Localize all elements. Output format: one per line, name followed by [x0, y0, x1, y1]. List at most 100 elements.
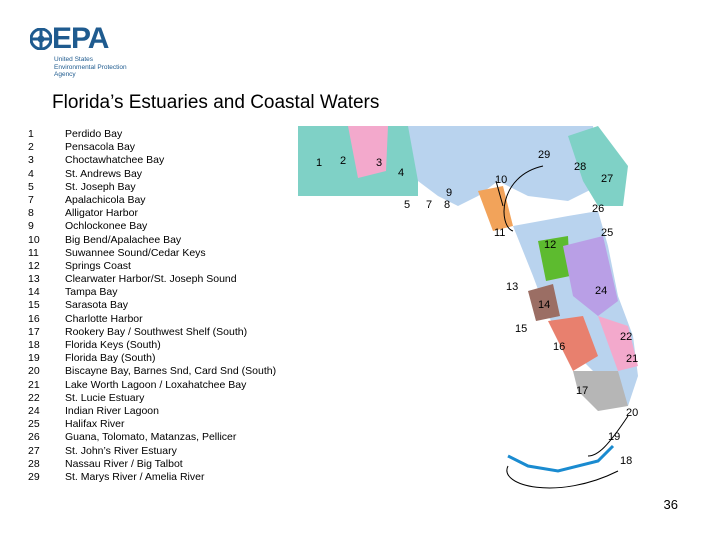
- estuary-name: Ochlockonee Bay: [65, 220, 148, 233]
- estuary-number: 22: [28, 391, 40, 404]
- estuary-name: St. Marys River / Amelia River: [65, 470, 205, 483]
- map-label-8: 8: [444, 199, 450, 211]
- estuary-row: 17 Rookery Bay / Southwest Shelf (South): [28, 326, 276, 339]
- estuary-number: 7: [28, 193, 34, 206]
- map-label-25: 25: [601, 227, 613, 239]
- estuary-name: St. Joseph Bay: [65, 180, 136, 193]
- estuary-number: 12: [28, 259, 40, 272]
- estuary-row: 18 Florida Keys (South): [28, 339, 276, 352]
- estuary-name: Rookery Bay / Southwest Shelf (South): [65, 325, 248, 338]
- map-label-4: 4: [398, 167, 404, 179]
- estuary-name: Guana, Tolomato, Matanzas, Pellicer: [65, 431, 237, 444]
- estuary-number: 8: [28, 207, 34, 220]
- page-number: 36: [663, 497, 678, 512]
- estuary-row: 22 St. Lucie Estuary: [28, 392, 276, 405]
- estuary-name: Clearwater Harbor/St. Joseph Sound: [65, 273, 237, 286]
- estuary-name: Sarasota Bay: [65, 299, 129, 312]
- estuary-row: 14 Tampa Bay: [28, 286, 276, 299]
- logo-agency-name: United States Environmental Protection A…: [54, 56, 127, 78]
- estuary-name: Perdido Bay: [65, 128, 123, 140]
- estuary-name: Florida Keys (South): [65, 339, 161, 351]
- estuary-name: St. Andrews Bay: [65, 167, 143, 180]
- estuary-number: 9: [28, 220, 34, 233]
- estuary-number: 27: [28, 444, 40, 457]
- estuary-name: Alligator Harbor: [65, 207, 138, 220]
- epa-flower-icon: [30, 28, 52, 50]
- estuary-row: 8 Alligator Harbor: [28, 207, 276, 220]
- page-title: Florida’s Estuaries and Coastal Waters: [52, 92, 380, 113]
- estuary-row: 2 Pensacola Bay: [28, 141, 276, 154]
- florida-estuary-map: 1 2 345 7 8910111213141516171819202122242526…: [298, 126, 638, 489]
- estuary-name: Lake Worth Lagoon / Loxahatchee Bay: [65, 378, 247, 391]
- estuary-name: Halifax River: [65, 418, 125, 431]
- region-indian-river-purple: [563, 236, 618, 316]
- region-lake-worth-pink: [598, 316, 638, 371]
- estuary-number: 20: [28, 365, 40, 378]
- estuary-row: 24 Indian River Lagoon: [28, 405, 276, 418]
- estuary-row: 12 Springs Coast: [28, 260, 276, 273]
- estuary-number: 15: [28, 299, 40, 312]
- map-label-16: 16: [553, 341, 565, 353]
- estuary-number: 3: [28, 154, 34, 167]
- estuary-number: 28: [28, 457, 40, 470]
- estuary-number: 18: [28, 339, 40, 351]
- estuary-row: 29 St. Marys River / Amelia River: [28, 471, 276, 484]
- estuary-name: Nassau River / Big Talbot: [65, 457, 183, 470]
- estuary-row: 9 Ochlockonee Bay: [28, 220, 276, 233]
- map-label-26: 26: [592, 203, 604, 215]
- estuary-row: 21 Lake Worth Lagoon / Loxahatchee Bay: [28, 379, 276, 392]
- epa-logo: EPA United States Environmental Protecti…: [30, 22, 170, 82]
- estuary-row: 4 St. Andrews Bay: [28, 168, 276, 181]
- estuary-name: Pensacola Bay: [65, 141, 136, 154]
- florida-keys: [507, 444, 615, 473]
- estuary-row: 26 Guana, Tolomato, Matanzas, Pellicer: [28, 431, 276, 444]
- estuary-row: 28 Nassau River / Big Talbot: [28, 458, 276, 471]
- map-label-14: 14: [538, 299, 550, 311]
- estuary-number: 19: [28, 352, 40, 365]
- estuary-row: 20 Biscayne Bay, Barnes Snd, Card Snd (So…: [28, 365, 276, 378]
- estuary-number: 16: [28, 312, 40, 325]
- estuary-legend: 1 Perdido Bay 2 Pensacola Bay 3 Choctawhatche…: [28, 128, 276, 484]
- map-label-3: 3: [376, 157, 382, 169]
- estuary-name: Springs Coast: [65, 259, 131, 272]
- estuary-row: 25 Halifax River: [28, 418, 276, 431]
- estuary-row: 5 St. Joseph Bay: [28, 181, 276, 194]
- estuary-number: 10: [28, 233, 40, 246]
- estuary-name: Big Bend/Apalachee Bay: [65, 233, 182, 246]
- estuary-name: Indian River Lagoon: [65, 404, 159, 417]
- leader-line-29: [503, 165, 544, 232]
- map-label-17: 17: [576, 385, 588, 397]
- region-east-teal: [568, 126, 628, 206]
- map-label-24: 24: [595, 285, 607, 297]
- leader-line-20: [587, 415, 629, 457]
- map-labels: 1 2 345 7 8910111213141516171819202122242526…: [316, 149, 638, 467]
- map-label-15: 15: [515, 323, 527, 335]
- estuary-number: 14: [28, 286, 40, 299]
- estuary-row: 1 Perdido Bay: [28, 128, 276, 141]
- map-label-9: 9: [446, 187, 452, 199]
- region-tampa-brown: [528, 284, 560, 321]
- map-label-20: 20: [626, 407, 638, 419]
- region-south-grey: [573, 371, 628, 411]
- estuary-name: Biscayne Bay, Barnes Snd, Card Snd (Sout…: [65, 365, 277, 378]
- estuary-name: Tampa Bay: [65, 286, 118, 299]
- leader-line-18: [506, 465, 619, 489]
- map-label-19: 19: [608, 431, 620, 443]
- map-label-12: 12: [544, 239, 556, 251]
- estuary-row: 19 Florida Bay (South): [28, 352, 276, 365]
- estuary-row: 15 Sarasota Bay: [28, 299, 276, 312]
- estuary-name: Choctawhatchee Bay: [65, 154, 165, 167]
- map-label-10: 10: [495, 174, 507, 186]
- estuary-number: 11: [28, 246, 39, 259]
- map-label-29: 29: [538, 149, 550, 161]
- map-label-21: 21: [626, 353, 638, 365]
- map-label-28: 28: [574, 161, 586, 173]
- estuary-number: 25: [28, 418, 40, 431]
- leader-line-10: [495, 180, 504, 207]
- region-mainland-north: [408, 126, 598, 206]
- logo-wordmark: EPA: [52, 22, 109, 55]
- map-label-5: 5: [404, 199, 410, 211]
- map-label-2: 2: [340, 155, 346, 167]
- region-springs-coast-green: [538, 236, 570, 281]
- region-pink-panhandle: [348, 126, 388, 178]
